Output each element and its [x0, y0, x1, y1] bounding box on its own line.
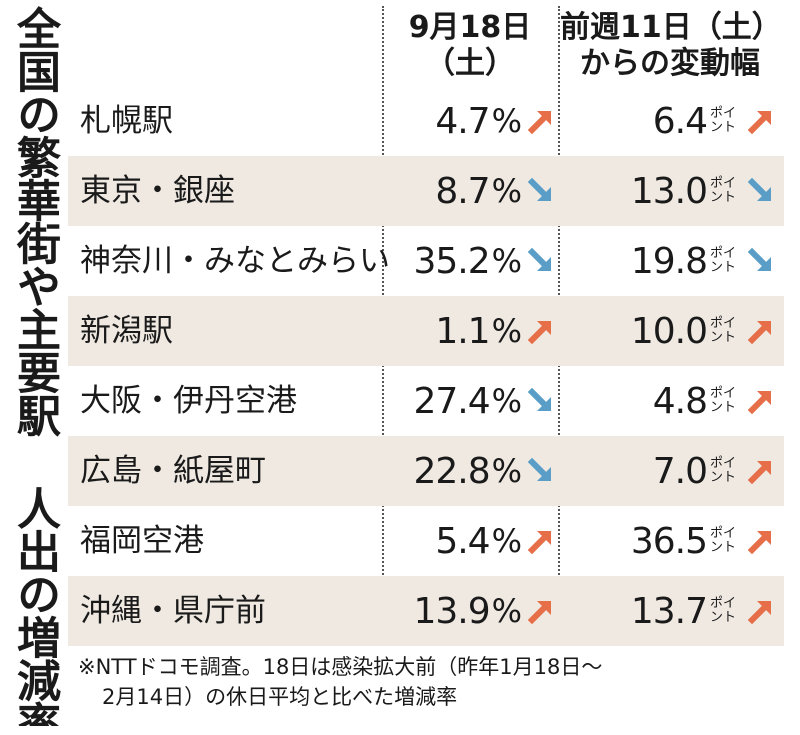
trend-arrow-icon [748, 248, 771, 271]
change-value: 10.0 [630, 310, 708, 352]
rate-cell: 27.4% [334, 366, 554, 436]
point-unit: ポイ ント [710, 596, 737, 625]
location-name: 沖縄・県庁前 [80, 593, 266, 629]
point-unit: ポイ ント [710, 246, 737, 275]
trend-arrow-icon [748, 111, 771, 134]
change-cell: 6.4 ポイ ント [564, 86, 774, 156]
trend-arrow-icon [748, 601, 771, 624]
percent-sign: % [491, 382, 522, 420]
rate-cell: 5.4% [334, 506, 554, 576]
rate-cell: 22.8% [334, 436, 554, 506]
percent-sign: % [491, 102, 522, 140]
change-cell: 36.5 ポイ ント [564, 506, 774, 576]
change-value: 13.0 [630, 170, 708, 212]
rate-value: 22.8 [413, 450, 490, 492]
rate-value: 27.4 [413, 380, 490, 422]
rate-cell: 13.9% [334, 576, 554, 646]
page-title: 全国の繁華街や主要駅 人出の増減率 [9, 6, 60, 726]
point-unit: ポイ ント [710, 386, 737, 415]
change-value: 6.4 [652, 100, 708, 142]
change-header-line2: からの変動幅 [580, 46, 760, 81]
location-name: 広島・紙屋町 [80, 453, 266, 489]
change-value: 19.8 [630, 240, 708, 282]
percent-sign: % [491, 452, 522, 490]
point-unit: ポイ ント [710, 106, 737, 135]
change-cell: 7.0 ポイ ント [564, 436, 774, 506]
rate-value: 8.7 [435, 170, 490, 212]
table-row: 神奈川・みなとみらい 35.2% 19.8 ポイ ント [68, 226, 784, 296]
trend-arrow-icon [528, 178, 551, 201]
table-row: 札幌駅 4.7% 6.4 ポイ ント [68, 86, 784, 156]
trend-arrow-icon [528, 601, 551, 624]
location-name: 神奈川・みなとみらい [80, 243, 390, 279]
point-unit: ポイ ント [710, 316, 737, 345]
percent-sign: % [491, 522, 522, 560]
change-cell: 10.0 ポイ ント [564, 296, 774, 366]
location-name: 札幌駅 [80, 103, 173, 139]
change-cell: 13.7 ポイ ント [564, 576, 774, 646]
rate-value: 13.9 [413, 590, 490, 632]
rate-cell: 8.7% [334, 156, 554, 226]
point-unit: ポイ ント [710, 526, 737, 555]
percent-sign: % [491, 242, 522, 280]
location-name: 福岡空港 [80, 523, 204, 559]
rate-value: 5.4 [435, 520, 490, 562]
trend-arrow-icon [748, 391, 771, 414]
trend-arrow-icon [528, 388, 551, 411]
table-row: 新潟駅 1.1% 10.0 ポイ ント [68, 296, 784, 366]
change-column-header: 前週11日（土） からの変動幅 [560, 6, 782, 86]
point-unit: ポイ ント [710, 176, 737, 205]
rate-cell: 35.2% [334, 226, 554, 296]
change-value: 13.7 [630, 590, 708, 632]
change-value: 4.8 [652, 380, 708, 422]
rate-value: 1.1 [435, 310, 490, 352]
percent-sign: % [491, 172, 522, 210]
trend-arrow-icon [748, 531, 771, 554]
trend-arrow-icon [748, 321, 771, 344]
point-unit: ポイ ント [710, 456, 737, 485]
change-header-line1: 前週11日（土） [560, 10, 782, 45]
location-name: 新潟駅 [80, 313, 173, 349]
table-row: 東京・銀座 8.7% 13.0 ポイ ント [68, 156, 784, 226]
trend-arrow-icon [748, 461, 771, 484]
change-value: 36.5 [630, 520, 708, 562]
footnote-line1: ※NTTドコモ調査。18日は感染拡大前（昨年1月18日～ [78, 655, 603, 679]
trend-arrow-icon [528, 458, 551, 481]
date-header-line1: 9月18日 [408, 10, 532, 45]
location-name: 東京・銀座 [80, 173, 235, 209]
location-name: 大阪・伊丹空港 [80, 383, 297, 419]
trend-arrow-icon [528, 531, 551, 554]
change-value: 7.0 [652, 450, 708, 492]
rate-value: 4.7 [435, 100, 490, 142]
date-header-line2: （土） [425, 46, 515, 81]
date-column-header: 9月18日 （土） [382, 6, 558, 86]
rate-value: 35.2 [413, 240, 490, 282]
trend-arrow-icon [528, 111, 551, 134]
percent-sign: % [491, 312, 522, 350]
trend-arrow-icon [528, 248, 551, 271]
table-row: 福岡空港 5.4% 36.5 ポイ ント [68, 506, 784, 576]
trend-arrow-icon [748, 178, 771, 201]
table-row: 広島・紙屋町 22.8% 7.0 ポイ ント [68, 436, 784, 506]
footnote: ※NTTドコモ調査。18日は感染拡大前（昨年1月18日～ 2月14日）の休日平均… [78, 652, 788, 712]
rate-cell: 1.1% [334, 296, 554, 366]
data-table: 札幌駅 4.7% 6.4 ポイ ント 東京・銀座 8.7% 13.0 ポイ ント 神… [68, 86, 784, 646]
table-row: 大阪・伊丹空港 27.4% 4.8 ポイ ント [68, 366, 784, 436]
change-cell: 19.8 ポイ ント [564, 226, 774, 296]
table-row: 沖縄・県庁前 13.9% 13.7 ポイ ント [68, 576, 784, 646]
change-cell: 4.8 ポイ ント [564, 366, 774, 436]
footnote-line2: 2月14日）の休日平均と比べた増減率 [102, 685, 458, 709]
trend-arrow-icon [528, 321, 551, 344]
change-cell: 13.0 ポイ ント [564, 156, 774, 226]
rate-cell: 4.7% [334, 86, 554, 156]
percent-sign: % [491, 592, 522, 630]
